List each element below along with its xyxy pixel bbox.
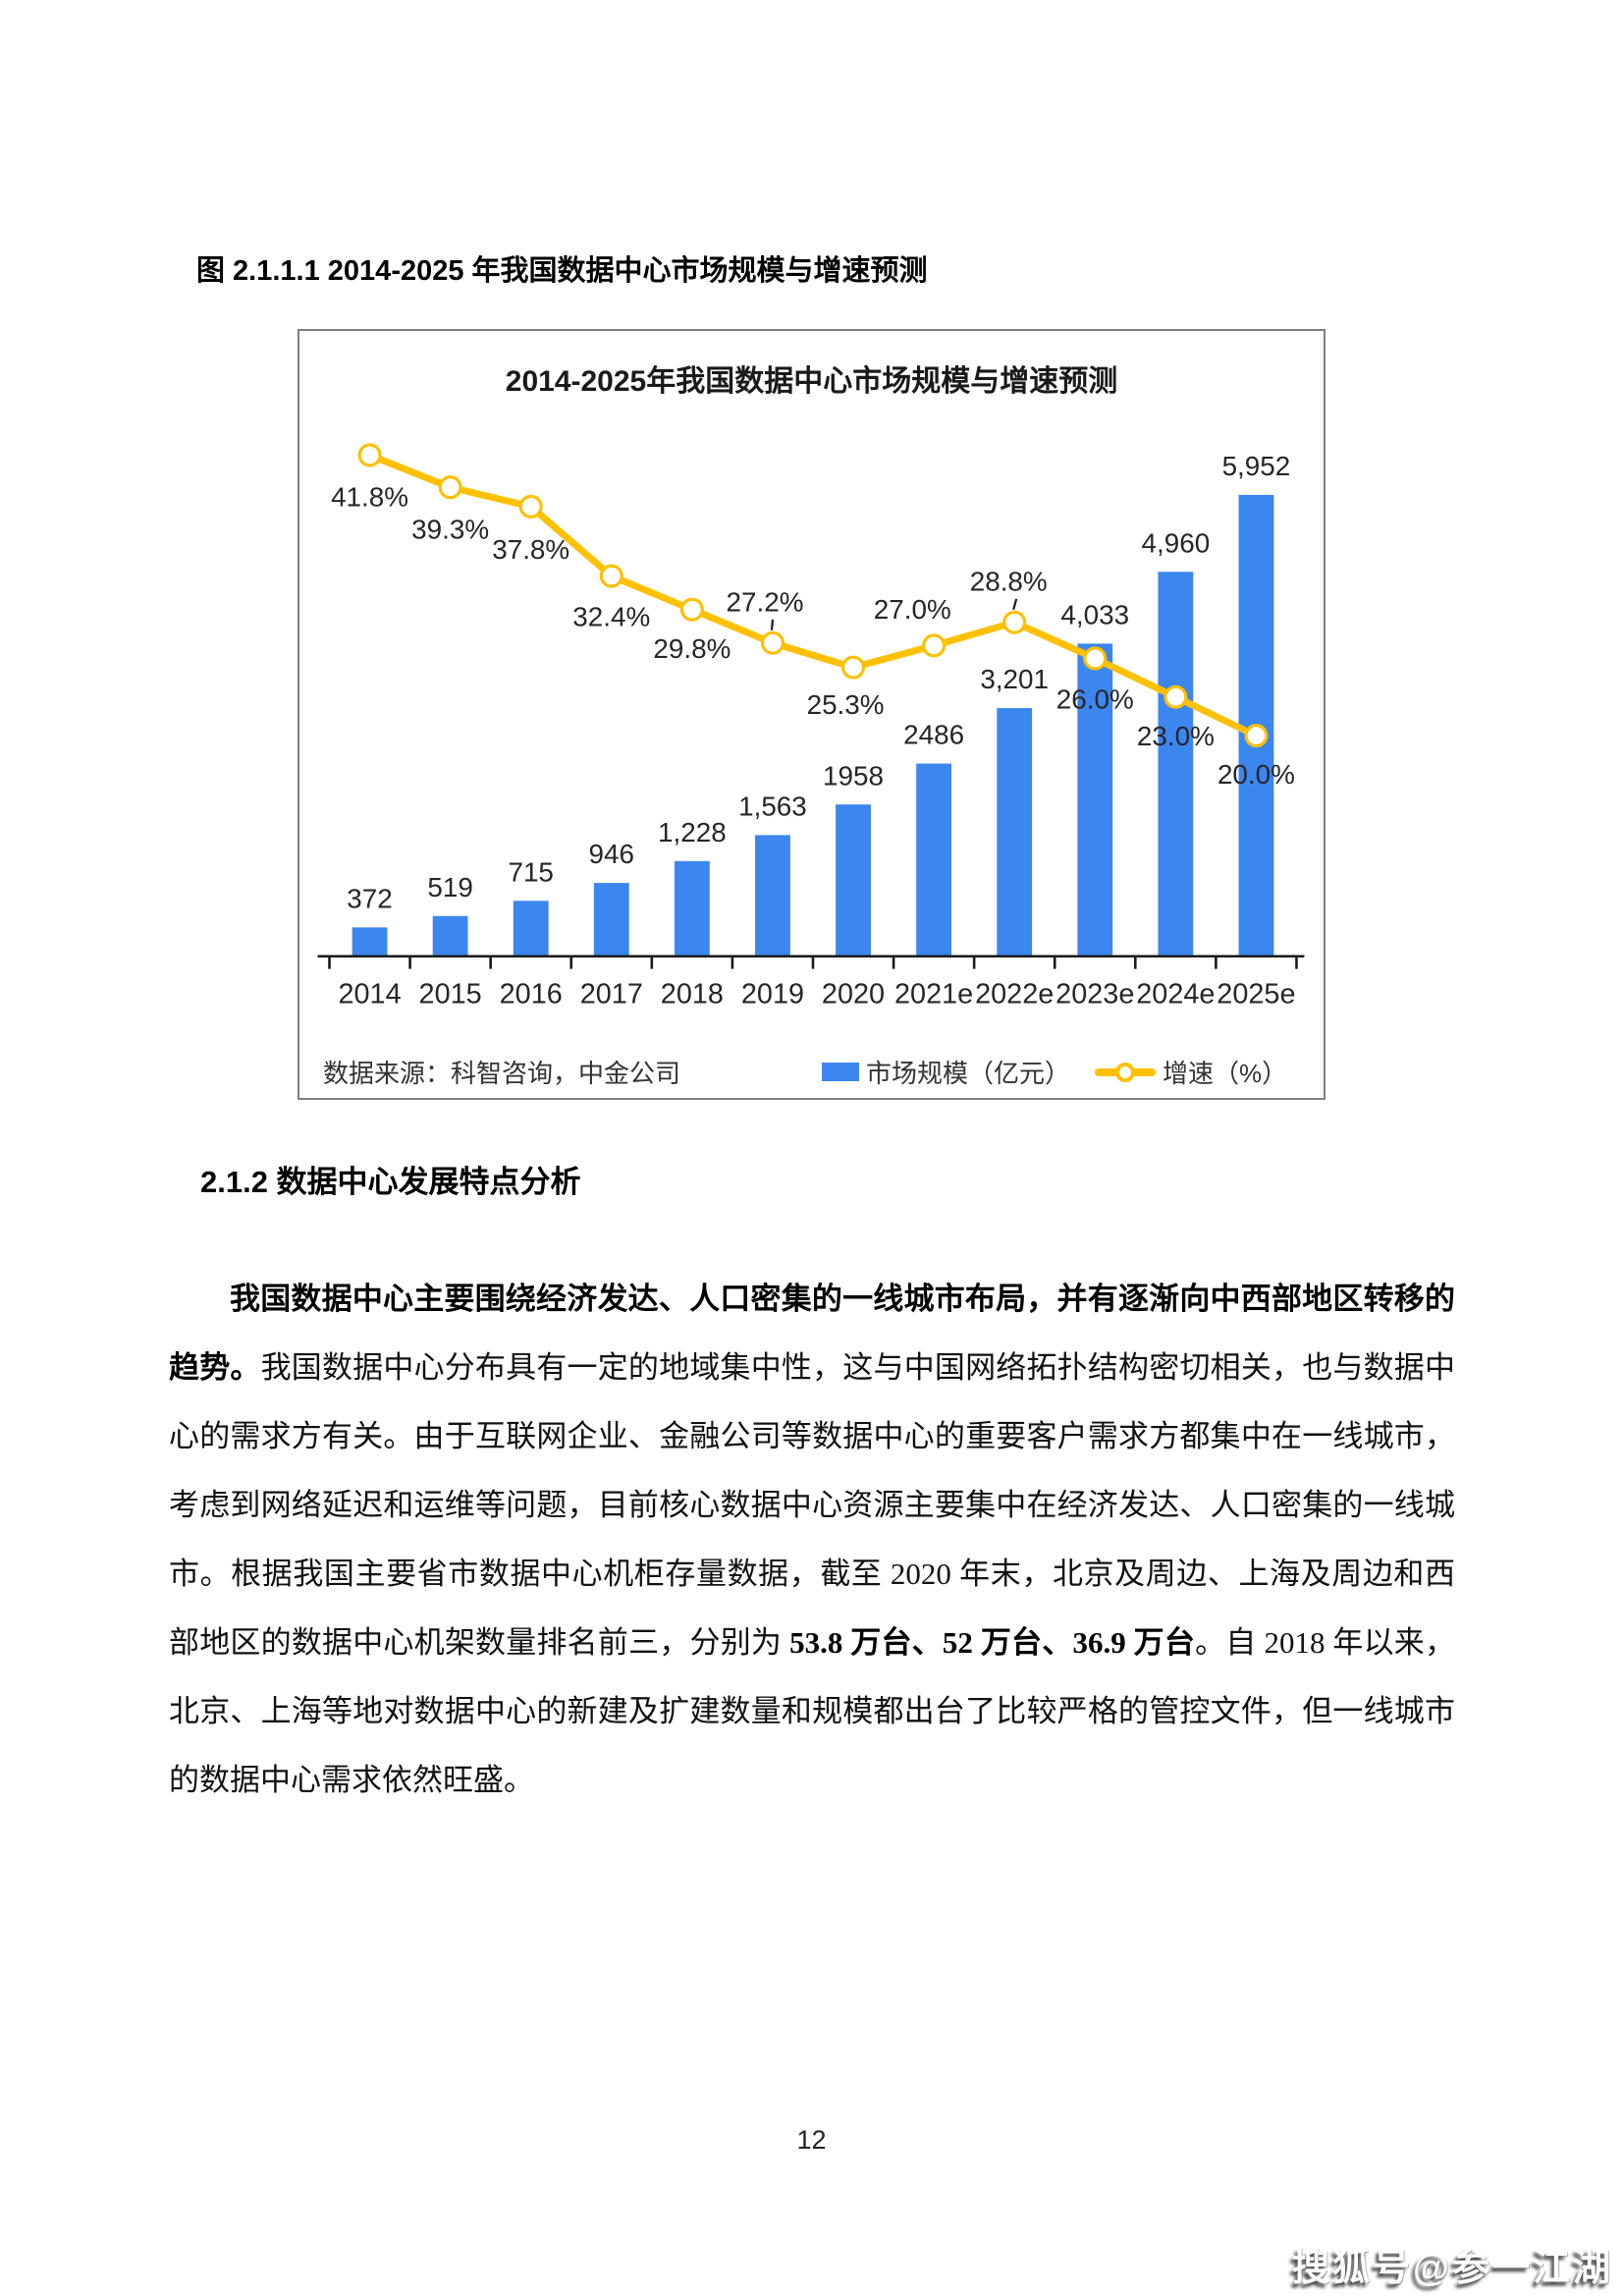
- x-axis-label-2016: 2016: [500, 978, 563, 1010]
- line-marker-icon: [1115, 1062, 1135, 1082]
- bar-value-label: 1,563: [738, 791, 807, 821]
- x-axis-label-2023e: 2023e: [1055, 978, 1134, 1010]
- bar-value-label: 3,201: [980, 664, 1049, 694]
- label-leader-line: [1012, 598, 1018, 611]
- x-axis-label-2014: 2014: [338, 978, 401, 1010]
- bar-2020: [836, 804, 871, 957]
- bar-value-label: 1958: [823, 760, 884, 791]
- bar-series-swatch-icon: [822, 1063, 859, 1081]
- bar-2016: [513, 901, 549, 957]
- bar-value-label: 519: [427, 872, 472, 902]
- growth-label: 39.3%: [411, 514, 489, 544]
- bar-value-label: 946: [589, 839, 634, 869]
- growth-label: 23.0%: [1137, 721, 1215, 751]
- growth-label: 27.2%: [727, 586, 804, 617]
- growth-label: 37.8%: [492, 534, 569, 565]
- x-axis-label-2025e: 2025e: [1217, 978, 1295, 1010]
- marker-2014: [357, 443, 382, 467]
- bar-2019: [755, 835, 790, 957]
- marker-2016: [518, 494, 543, 519]
- bar-2023e: [1077, 643, 1113, 957]
- bar-value-label: 4,033: [1060, 600, 1129, 630]
- bar-value-label: 2486: [903, 720, 964, 750]
- marker-2017: [599, 564, 623, 588]
- legend-label-market-size: 市场规模（亿元）: [866, 1059, 1071, 1088]
- x-axis-label-2015: 2015: [419, 978, 482, 1010]
- x-axis-label-2024e: 2024e: [1136, 978, 1215, 1010]
- line-series-swatch-icon: [1095, 1062, 1156, 1082]
- x-axis-label-2019: 2019: [741, 978, 804, 1010]
- label-leader-line: [770, 619, 775, 630]
- x-axis: [317, 955, 1305, 969]
- bar-2015: [432, 915, 468, 957]
- marker-2018: [679, 597, 704, 622]
- bar-2018: [674, 860, 710, 957]
- chart-plot: 372 519 715 946 1,228 1,563 1958 2486 3,201 4,033…: [317, 443, 1305, 1010]
- paragraph-bold-numbers: 53.8 万台、52 万台、36.9 万台: [789, 1625, 1196, 1660]
- legend-item-market-size: 市场规模（亿元）: [822, 1054, 1070, 1090]
- growth-label: 27.0%: [874, 594, 951, 625]
- growth-label: 29.8%: [653, 633, 730, 664]
- chart-footer: 数据来源：科智咨询，中金公司 市场规模（亿元） 增速（%）: [299, 1044, 1324, 1093]
- body-paragraph: 我国数据中心主要围绕经济发达、人口密集的一线城市布局，并有逐渐向中西部地区转移的…: [169, 1265, 1455, 1815]
- bar-value-label: 5,952: [1222, 451, 1291, 481]
- chart-container: 372 519 715 946 1,228 1,563 1958 2486 3,201 4,033…: [298, 329, 1325, 1100]
- bar-2021e: [916, 763, 952, 957]
- bar-value-label: 4,960: [1142, 527, 1211, 558]
- chart-source: 数据来源：科智咨询，中金公司: [323, 1059, 681, 1088]
- marker-2020: [840, 655, 866, 680]
- growth-label: 26.0%: [1056, 684, 1134, 715]
- marker-2021e: [922, 633, 947, 658]
- x-axis-label-2020: 2020: [822, 978, 885, 1010]
- marker-2022e: [1002, 610, 1027, 634]
- growth-label: 25.3%: [807, 689, 885, 720]
- paragraph-bold-lead: 我国数据中心主要围绕经济发达、人口密集的一线城市布局，并有逐渐向中西部地区转移的…: [169, 1282, 1455, 1385]
- bar-value-label: 715: [508, 856, 553, 887]
- growth-label: 20.0%: [1217, 759, 1295, 790]
- marker-2024e: [1163, 684, 1188, 709]
- bar-2022e: [997, 708, 1033, 957]
- paragraph-body-1: 我国数据中心分布具有一定的地域集中性，这与中国网络拓扑结构密切相关，也与数据中心…: [169, 1350, 1456, 1660]
- marker-2019: [760, 630, 784, 655]
- x-axis-label-2021e: 2021e: [894, 978, 973, 1010]
- bar-2024e: [1158, 572, 1194, 957]
- section-heading: 2.1.2 数据中心发展特点分析: [200, 1165, 581, 1199]
- bar-2014: [352, 927, 388, 957]
- marker-2015: [438, 475, 462, 500]
- growth-label: 28.8%: [970, 566, 1048, 596]
- marker-2025e: [1244, 724, 1269, 748]
- bar-value-label: 1,228: [658, 817, 727, 847]
- figure-caption: 图 2.1.1.1 2014-2025 年我国数据中心市场规模与增速预测: [196, 255, 928, 287]
- bar-2017: [593, 883, 629, 957]
- growth-label: 41.8%: [331, 482, 408, 513]
- bar-value-label: 372: [347, 883, 392, 913]
- watermark: 搜狐号@参一江湖: [1291, 2248, 1613, 2289]
- growth-line: [366, 451, 1260, 739]
- legend-item-growth-rate: 增速（%）: [1095, 1054, 1287, 1090]
- legend-label-growth-rate: 增速（%）: [1163, 1059, 1288, 1088]
- chart-title: 2014-2025年我国数据中心市场规模与增速预测: [505, 365, 1118, 398]
- marker-2023e: [1083, 646, 1108, 671]
- page-number: 12: [796, 2125, 827, 2155]
- x-axis-label-2018: 2018: [661, 978, 724, 1010]
- paragraph-body-2: 。自 2018 年以来，北京、上海等地对数据中心的新建及扩建数量和规模都出台了比…: [169, 1625, 1456, 1797]
- growth-label: 32.4%: [572, 602, 650, 632]
- x-axis-label-2022e: 2022e: [975, 978, 1054, 1010]
- x-axis-label-2017: 2017: [580, 978, 643, 1010]
